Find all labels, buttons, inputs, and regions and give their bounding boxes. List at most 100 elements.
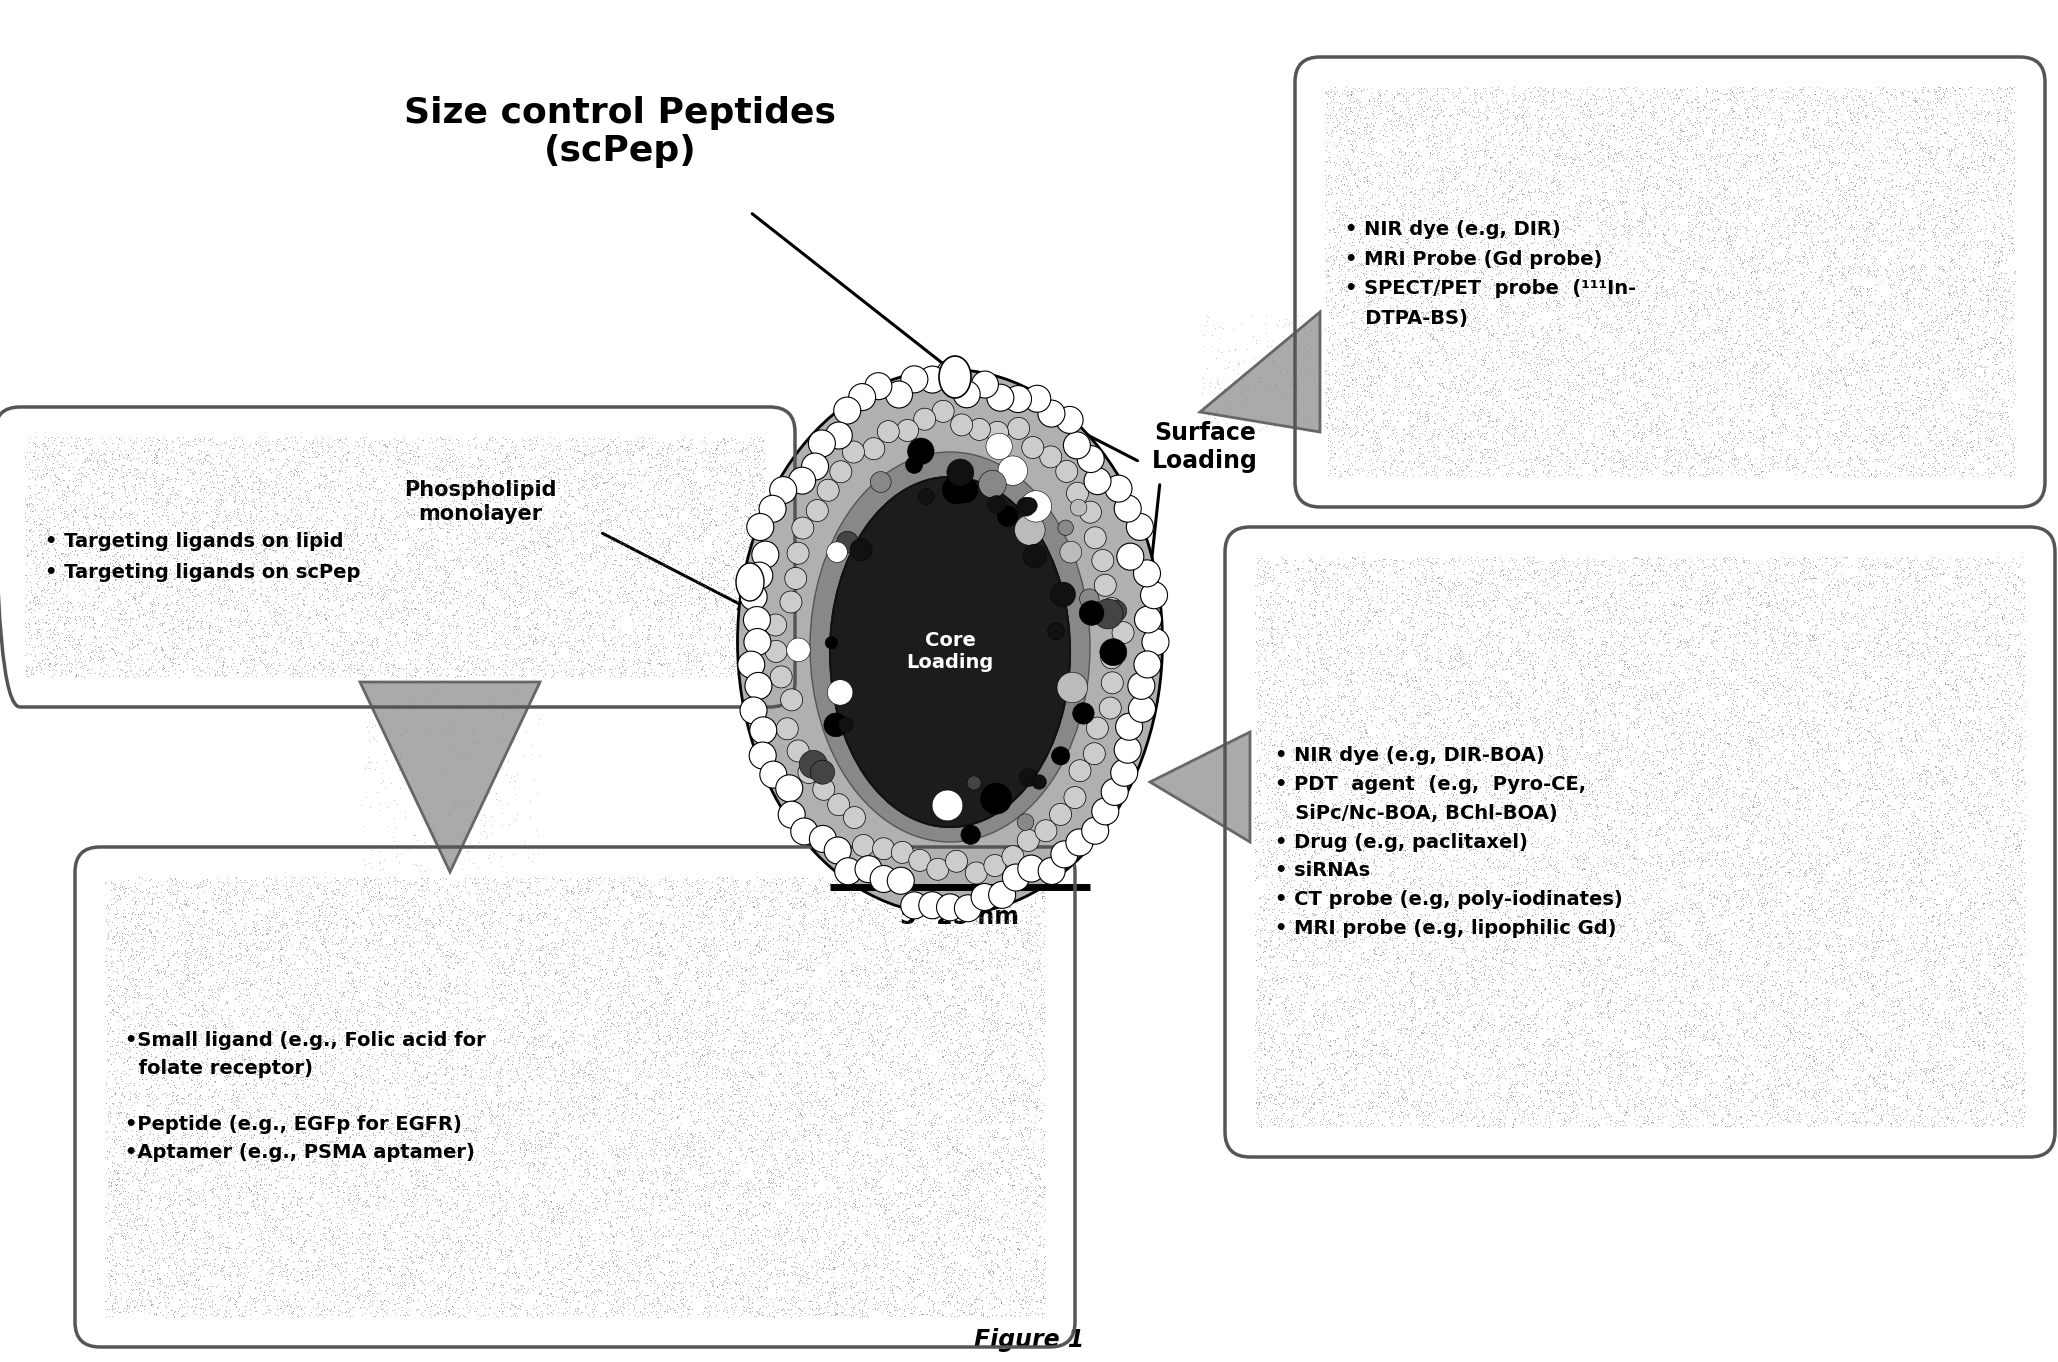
Point bbox=[724, 1005, 757, 1027]
Point bbox=[652, 620, 685, 642]
Point bbox=[1980, 735, 2013, 757]
Point bbox=[574, 459, 607, 481]
Point bbox=[344, 1050, 377, 1072]
Point bbox=[309, 1051, 342, 1073]
Point bbox=[14, 590, 47, 612]
Point bbox=[1959, 1016, 1992, 1038]
Point bbox=[669, 643, 702, 665]
Point bbox=[597, 1263, 630, 1284]
Point bbox=[1469, 260, 1502, 282]
Point bbox=[233, 610, 265, 632]
Point bbox=[1379, 448, 1412, 470]
Point bbox=[1747, 257, 1780, 279]
Point bbox=[319, 998, 352, 1020]
Point bbox=[1389, 759, 1422, 780]
Point bbox=[691, 948, 724, 970]
Point bbox=[119, 1121, 152, 1143]
Point bbox=[1494, 384, 1527, 406]
Point bbox=[403, 898, 436, 919]
Point bbox=[1764, 279, 1797, 301]
Point bbox=[1844, 967, 1877, 989]
Point bbox=[1352, 433, 1385, 455]
Point bbox=[1323, 627, 1356, 648]
Point bbox=[1463, 629, 1496, 651]
Point bbox=[1535, 372, 1568, 394]
Point bbox=[1574, 399, 1607, 421]
Point bbox=[152, 1110, 185, 1132]
Point bbox=[410, 1166, 442, 1188]
Point bbox=[1768, 603, 1801, 625]
Point bbox=[1428, 429, 1461, 451]
Point bbox=[416, 1231, 449, 1253]
Point bbox=[1605, 140, 1638, 162]
Point bbox=[971, 922, 1004, 944]
Point bbox=[875, 998, 908, 1020]
Point bbox=[62, 633, 95, 655]
Point bbox=[405, 531, 438, 553]
Point bbox=[496, 1103, 529, 1125]
Point bbox=[1552, 790, 1585, 812]
Point bbox=[1439, 902, 1471, 923]
Point bbox=[1900, 415, 1932, 437]
Point bbox=[1362, 1012, 1395, 1034]
Point bbox=[356, 726, 389, 748]
Point bbox=[1762, 1066, 1795, 1088]
Point bbox=[177, 567, 210, 588]
Point bbox=[1410, 979, 1443, 1001]
Point bbox=[1640, 109, 1673, 131]
Point bbox=[1729, 883, 1762, 904]
Point bbox=[1266, 1114, 1299, 1136]
Point bbox=[1976, 795, 2009, 817]
Point bbox=[1529, 681, 1562, 703]
Point bbox=[1609, 904, 1642, 926]
Point bbox=[1932, 937, 1965, 959]
Point bbox=[1517, 681, 1550, 703]
Point bbox=[150, 661, 183, 682]
Point bbox=[1346, 375, 1379, 396]
Point bbox=[1371, 211, 1404, 233]
Point bbox=[1533, 700, 1566, 722]
Point bbox=[2000, 994, 2033, 1016]
Point bbox=[1727, 808, 1760, 829]
Point bbox=[587, 880, 619, 902]
Point bbox=[196, 1258, 228, 1280]
Point bbox=[700, 437, 733, 459]
Point bbox=[838, 1276, 871, 1298]
Point bbox=[1813, 247, 1846, 268]
Point bbox=[1976, 1109, 2009, 1130]
Point bbox=[43, 493, 76, 515]
Point bbox=[1916, 395, 1949, 417]
Point bbox=[1628, 994, 1661, 1016]
Point bbox=[996, 1170, 1029, 1192]
Point bbox=[150, 985, 183, 1007]
Point bbox=[634, 1054, 667, 1076]
Point bbox=[161, 550, 193, 572]
Point bbox=[1937, 1011, 1970, 1032]
Point bbox=[1375, 975, 1408, 997]
Point bbox=[1932, 727, 1965, 749]
Point bbox=[829, 1287, 862, 1309]
Point bbox=[1825, 1017, 1858, 1039]
Point bbox=[1445, 364, 1478, 385]
Point bbox=[1883, 549, 1916, 571]
Point bbox=[587, 1241, 619, 1263]
Point bbox=[1447, 90, 1480, 112]
Point bbox=[329, 1099, 362, 1121]
Point bbox=[1974, 586, 2007, 607]
Point bbox=[1449, 139, 1482, 161]
Point bbox=[1558, 765, 1591, 787]
Point bbox=[154, 1165, 187, 1186]
Point bbox=[1502, 666, 1535, 688]
Point bbox=[1811, 891, 1844, 913]
Point bbox=[1544, 731, 1576, 753]
Point bbox=[1383, 236, 1416, 257]
Point bbox=[1782, 580, 1815, 602]
Point bbox=[1332, 914, 1364, 936]
Point bbox=[531, 1094, 564, 1115]
Point bbox=[1945, 730, 1978, 752]
Point bbox=[961, 957, 994, 979]
Point bbox=[208, 885, 241, 907]
Point bbox=[1825, 652, 1858, 674]
Point bbox=[1998, 101, 2031, 123]
Point bbox=[1294, 753, 1327, 775]
